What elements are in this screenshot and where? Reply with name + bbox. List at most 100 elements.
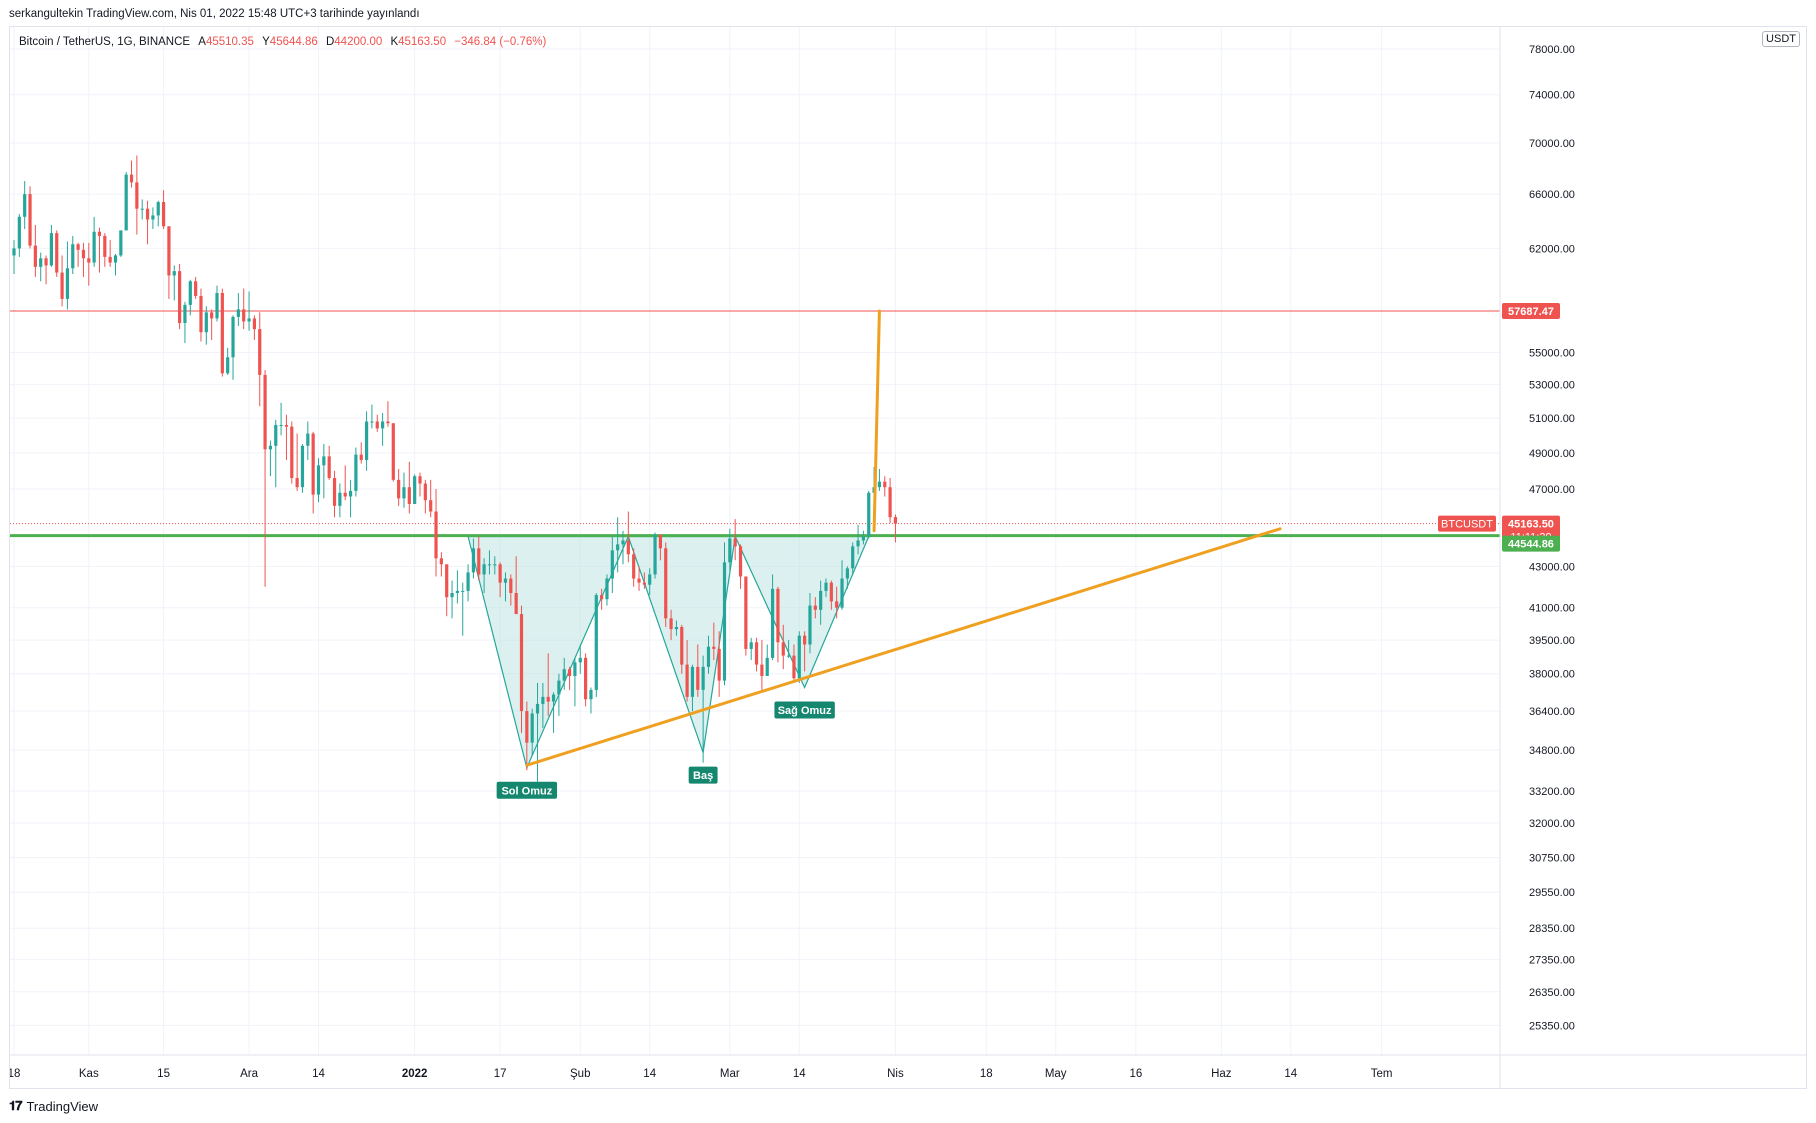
candle-body <box>722 562 727 681</box>
candle-body <box>65 268 70 299</box>
candle-body <box>306 433 310 446</box>
candle-body <box>851 546 855 569</box>
candle-body <box>103 235 107 257</box>
symbol-name[interactable]: Bitcoin / TetherUS, 1G, BINANCE <box>19 36 191 48</box>
candle-body <box>610 550 614 579</box>
candle-body <box>493 564 497 566</box>
candle-body <box>728 538 732 563</box>
candle-body <box>835 601 839 608</box>
candle-body <box>685 664 689 697</box>
time-tick-label: Mar <box>720 1068 740 1080</box>
candle-body <box>194 281 198 296</box>
price-tick-label: 62000.00 <box>1529 243 1575 255</box>
candle-body <box>883 481 887 488</box>
candle-body <box>300 445 305 488</box>
candle-body <box>178 271 182 323</box>
candle-body <box>161 202 166 227</box>
chart-pane[interactable]: Sol Omuz Baş Sağ Omuz 25350.00 26350.00 2735… <box>9 26 1807 1089</box>
candle-body <box>327 456 331 479</box>
grid-lines <box>10 27 1500 1055</box>
candle-body <box>188 281 192 305</box>
candle-body <box>498 564 502 583</box>
pattern-label: Baş <box>693 770 713 782</box>
candle-body <box>242 309 246 322</box>
neckline-price-badge-text: 44544.86 <box>1508 539 1554 551</box>
candle-body <box>637 578 641 583</box>
candle-body <box>167 226 171 276</box>
time-tick-label: 14 <box>1284 1068 1297 1080</box>
candle-body <box>215 292 219 319</box>
candle-body <box>113 255 118 263</box>
price-tick-label: 66000.00 <box>1529 189 1575 201</box>
high-label: Y <box>262 36 270 48</box>
price-tick-label: 43000.00 <box>1529 561 1575 573</box>
time-tick-label: Kas <box>79 1068 99 1080</box>
candle-body <box>562 669 566 681</box>
candle-body <box>183 304 187 323</box>
price-tick-label: 74000.00 <box>1529 90 1575 102</box>
currency-unit-button[interactable]: USDT <box>1762 31 1800 47</box>
candle-body <box>792 655 796 679</box>
candle-body <box>856 540 860 547</box>
low-label: D <box>325 36 335 48</box>
symbol-tag-text: BTCUSDT <box>1441 519 1493 531</box>
time-tick-label: Şub <box>570 1068 590 1080</box>
candle-body <box>680 626 684 665</box>
candle-body <box>172 271 176 276</box>
candle-body <box>519 614 524 712</box>
candle-body <box>236 309 240 317</box>
candle-body <box>338 492 342 506</box>
candle-body <box>765 657 769 676</box>
candle-body <box>290 426 294 479</box>
candle-body <box>119 230 123 256</box>
candle-body <box>364 421 369 460</box>
pattern-label-box <box>496 781 558 799</box>
candle-body <box>803 635 807 645</box>
candle-body <box>696 666 700 690</box>
candle-body <box>461 590 465 592</box>
candle-body <box>455 590 459 593</box>
price-tick-label: 39500.00 <box>1529 635 1575 647</box>
resistance-price-badge <box>1502 303 1560 320</box>
candle-body <box>226 357 230 374</box>
candle-body <box>701 666 705 690</box>
candle-body <box>589 689 593 700</box>
candle-body <box>33 245 37 267</box>
trend-lines <box>525 309 1282 767</box>
high-value: 45644.86 <box>269 36 318 48</box>
candle-body <box>55 233 59 273</box>
candle-body <box>381 421 385 429</box>
candle-body <box>808 605 812 645</box>
time-tick-label: Haz <box>1211 1068 1232 1080</box>
time-tick-label: 18 <box>980 1068 993 1080</box>
candle-body <box>332 478 337 506</box>
candle-body <box>28 194 32 246</box>
candle-body <box>471 548 476 573</box>
candle-body <box>439 558 443 565</box>
price-tick-label: 53000.00 <box>1529 380 1575 392</box>
price-tick-label: 28350.00 <box>1529 923 1575 935</box>
candle-body <box>140 208 144 210</box>
price-tick-label: 51000.00 <box>1529 413 1575 425</box>
candle-body <box>274 424 278 446</box>
tradingview-footer[interactable]: 𝟏𝟕 TradingView <box>9 1098 98 1114</box>
price-tick-label: 33200.00 <box>1529 786 1575 798</box>
candle-body <box>151 215 155 220</box>
price-tick-label: 41000.00 <box>1529 603 1575 615</box>
time-tick-label: 2022 <box>402 1068 428 1080</box>
close-label: K <box>390 36 399 48</box>
candle-body <box>861 536 865 541</box>
price-tick-label: 49000.00 <box>1529 448 1575 460</box>
candle-body <box>348 490 353 497</box>
candle-body <box>557 680 561 695</box>
price-tick-label: 34800.00 <box>1529 745 1575 757</box>
candle-body <box>541 696 545 704</box>
price-tick-label: 70000.00 <box>1529 138 1575 150</box>
pattern-labels: Sol Omuz Baş Sağ Omuz <box>496 701 835 799</box>
candlestick-chart[interactable]: Sol Omuz Baş Sağ Omuz 25350.00 26350.00 2735… <box>10 27 1807 1089</box>
tradingview-logo-icon: 𝟏𝟕 <box>9 1098 23 1113</box>
time-tick-label: Tem <box>1371 1068 1393 1080</box>
price-tick-label: 30750.00 <box>1529 853 1575 865</box>
candle-body <box>787 655 791 657</box>
candle-body <box>370 421 374 423</box>
